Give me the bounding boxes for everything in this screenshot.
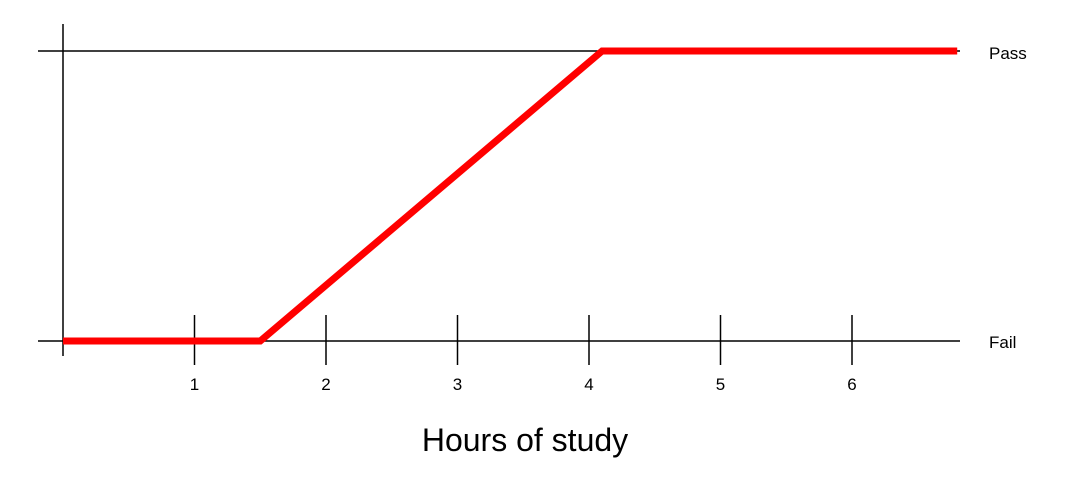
series-line-0: [63, 47, 958, 345]
x-tick-label-3: 3: [453, 375, 462, 394]
x-tick-labels: 1 2 3 4 5 6: [190, 375, 857, 394]
x-axis-title: Hours of study: [422, 422, 628, 458]
x-ticks: [193, 315, 853, 365]
x-tick-label-5: 5: [716, 375, 725, 394]
y-level-label-pass: Pass: [989, 44, 1027, 63]
x-tick-label-4: 4: [584, 375, 593, 394]
y-level-label-fail: Fail: [989, 333, 1016, 352]
series-layer: [63, 47, 958, 345]
x-tick-label-1: 1: [190, 375, 199, 394]
x-tick-label-2: 2: [321, 375, 330, 394]
x-tick-label-6: 6: [847, 375, 856, 394]
